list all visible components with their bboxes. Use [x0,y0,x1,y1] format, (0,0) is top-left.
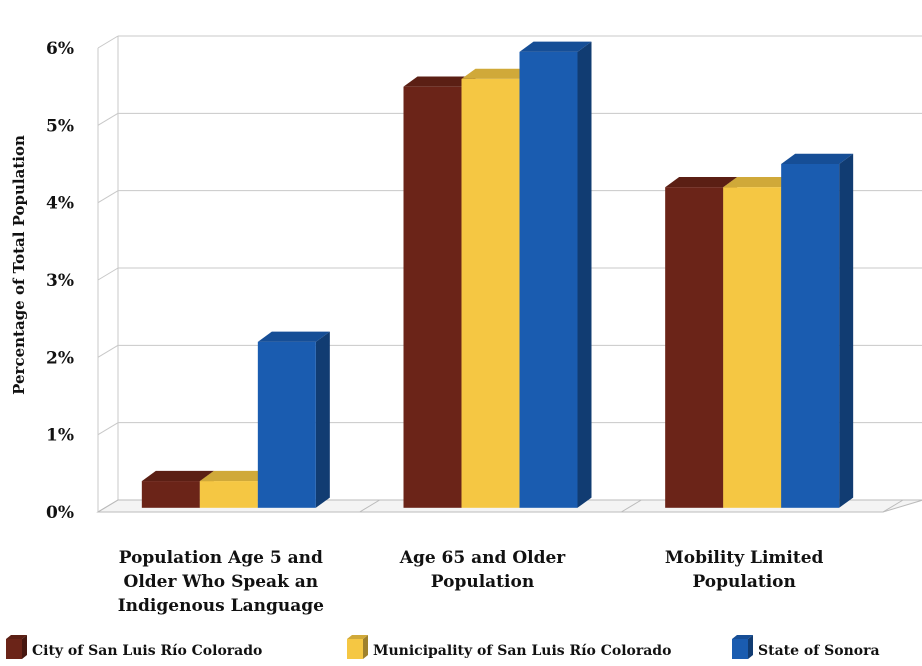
gridline-depth [97,422,119,436]
y-tick-label: 6% [46,39,74,59]
legend-swatch-top [732,635,753,639]
gridline-depth [97,112,119,126]
bar-front [519,51,578,508]
bar-top [781,153,854,164]
category-labels: Population Age 5 and Older Who Speak an In… [118,548,824,616]
category-divider [359,499,380,513]
gridline-depth [97,190,119,204]
y-tick-label: 1% [46,426,74,446]
y-axis-ticks: 0% 1% 2% 3% 4% 5% 6% [46,39,74,523]
category-divider [97,499,119,513]
legend: City of San Luis Río Colorado Municipalit… [6,635,880,659]
legend-swatch-side [748,635,753,659]
bar-side [839,153,854,508]
bar-front [257,341,316,508]
legend-label: City of San Luis Río Colorado [32,643,262,659]
category-divider [621,499,642,513]
y-tick-label: 4% [46,194,74,214]
legend-item: State of Sonora [732,635,880,659]
bar-top [257,331,330,342]
bar-front [141,481,200,508]
y-tick-label: 0% [46,503,74,523]
legend-swatch [732,639,748,659]
bar-front [461,78,520,508]
bar-top [519,41,592,52]
bar-front [403,86,462,508]
legend-swatch-top [6,635,27,639]
legend-swatch-side [22,635,27,659]
bar-front [665,187,724,508]
bar-front [199,481,258,508]
category-label: Age 65 and Older Population [399,548,567,592]
bar-side [577,41,592,508]
bar-front [781,164,840,508]
gridline-depth [97,35,119,49]
category-divider [882,499,904,513]
y-tick-label: 5% [46,116,74,136]
bar-top [461,68,534,79]
category-label: Population Age 5 and Older Who Speak an In… [118,548,324,616]
gridline-depth [97,267,119,281]
legend-label: State of Sonora [758,643,880,659]
bar [257,331,330,508]
bar [781,153,854,508]
legend-item: City of San Luis Río Colorado [6,635,262,659]
category-label: Mobility Limited Population [665,548,824,592]
legend-item: Municipality of San Luis Río Colorado [347,635,671,659]
bar [519,41,592,508]
bars [141,41,854,508]
y-axis-label: Percentage of Total Population [10,135,28,395]
y-tick-label: 2% [46,348,74,368]
bar-top [665,177,738,188]
bar-top [199,470,272,482]
bar-front [723,187,782,508]
bar-top [141,470,214,482]
legend-swatch-top [347,635,368,639]
bar-top [723,177,796,188]
bar-side [315,331,330,508]
y-tick-label: 3% [46,271,74,291]
bar-top [403,76,476,87]
legend-swatch-side [363,635,368,659]
gridline-depth [97,344,119,358]
legend-swatch [6,639,22,659]
legend-swatch [347,639,363,659]
legend-label: Municipality of San Luis Río Colorado [373,643,671,659]
